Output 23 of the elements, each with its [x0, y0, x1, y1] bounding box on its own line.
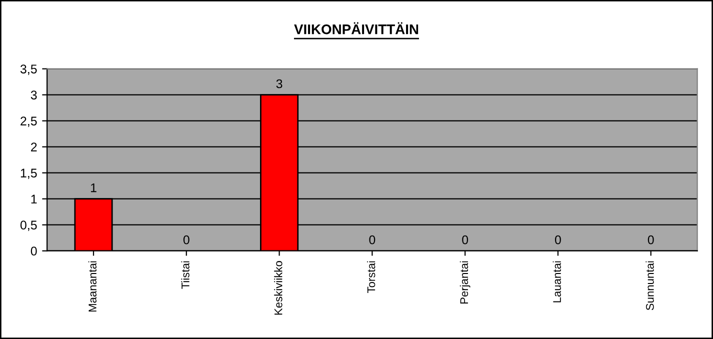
- x-tick-label: Lauantai: [552, 261, 561, 302]
- data-label: 0: [369, 235, 376, 244]
- x-tick-label: Maanantai: [88, 261, 96, 312]
- x-tick-label: Tiistai: [181, 261, 190, 289]
- data-label: 1: [90, 183, 96, 192]
- y-tick-label: 3: [30, 90, 37, 100]
- y-tick-label: 2: [31, 142, 37, 152]
- x-tick-label: Perjantai: [460, 261, 470, 304]
- y-tick-label: 1: [31, 194, 37, 204]
- x-tick-label: Sunnuntai: [646, 261, 654, 310]
- y-tick-label: 3,5: [20, 64, 37, 75]
- chart-title: VIIKONPÄIVITTÄIN: [294, 22, 418, 34]
- y-tick-label: 1,5: [20, 168, 37, 179]
- x-tick-label: Torstai: [367, 261, 376, 294]
- x-tick-label: Keskiviikko: [274, 261, 282, 315]
- data-label: 0: [462, 235, 468, 244]
- y-tick-label: 0,5: [20, 220, 37, 231]
- data-label: 0: [554, 235, 561, 244]
- y-tick-label: 0: [30, 246, 37, 256]
- data-label: 0: [648, 235, 654, 244]
- data-label: 3: [276, 79, 282, 88]
- y-tick-label: 2,5: [20, 116, 37, 127]
- data-label: 0: [183, 235, 190, 244]
